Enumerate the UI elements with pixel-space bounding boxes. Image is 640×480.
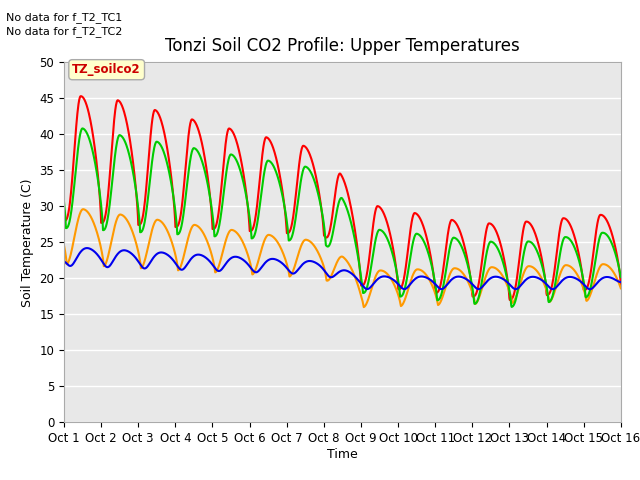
Line: Open -2cm: Open -2cm (64, 96, 621, 300)
Tree -4cm (60, 259, 68, 264)
Tree -4cm (104, 264, 111, 270)
Tree -2cm (318, 259, 326, 264)
Tree -2cm (360, 304, 367, 310)
Tree -2cm (60, 242, 68, 248)
Open -4cm (617, 274, 625, 280)
Open -2cm (378, 206, 385, 212)
Open -4cm (318, 210, 326, 216)
Open -4cm (126, 156, 134, 161)
Open -2cm (297, 151, 305, 157)
Tree -4cm (297, 264, 305, 269)
Open -4cm (60, 199, 68, 204)
Open -2cm (77, 93, 84, 99)
Tree -4cm (378, 274, 385, 280)
Line: Open -4cm: Open -4cm (64, 129, 621, 307)
Open -2cm (617, 283, 625, 288)
Tree -2cm (617, 286, 625, 291)
Open -4cm (308, 172, 316, 178)
Y-axis label: Soil Temperature (C): Soil Temperature (C) (21, 178, 34, 307)
X-axis label: Time: Time (327, 448, 358, 461)
Text: No data for f_T2_TC1: No data for f_T2_TC1 (6, 12, 123, 23)
Open -4cm (378, 228, 385, 233)
Legend: Open -2cm, Tree -2cm, Open -4cm, Tree -4cm: Open -2cm, Tree -2cm, Open -4cm, Tree -4… (118, 476, 567, 480)
Open -4cm (104, 217, 111, 223)
Tree -2cm (378, 268, 385, 274)
Tree -4cm (617, 279, 625, 285)
Line: Tree -2cm: Tree -2cm (64, 209, 621, 307)
Open -2cm (104, 198, 111, 204)
Open -2cm (126, 138, 134, 144)
Tree -2cm (104, 256, 111, 262)
Tree -4cm (586, 287, 594, 292)
Open -2cm (308, 158, 316, 164)
Title: Tonzi Soil CO2 Profile: Upper Temperatures: Tonzi Soil CO2 Profile: Upper Temperatur… (165, 37, 520, 55)
Open -4cm (79, 126, 86, 132)
Line: Tree -4cm: Tree -4cm (64, 248, 621, 289)
Tree -2cm (297, 244, 305, 250)
Tree -2cm (308, 240, 316, 246)
Open -4cm (297, 180, 305, 185)
Open -2cm (318, 212, 326, 217)
Text: TZ_soilco2: TZ_soilco2 (72, 63, 141, 76)
Tree -2cm (79, 206, 87, 212)
Tree -2cm (126, 223, 134, 229)
Tree -4cm (126, 250, 134, 255)
Tree -4cm (83, 245, 91, 251)
Tree -4cm (318, 265, 326, 271)
Text: No data for f_T2_TC2: No data for f_T2_TC2 (6, 26, 123, 37)
Tree -4cm (308, 258, 316, 264)
Open -4cm (508, 304, 515, 310)
Open -2cm (60, 218, 68, 224)
Open -2cm (506, 297, 513, 303)
